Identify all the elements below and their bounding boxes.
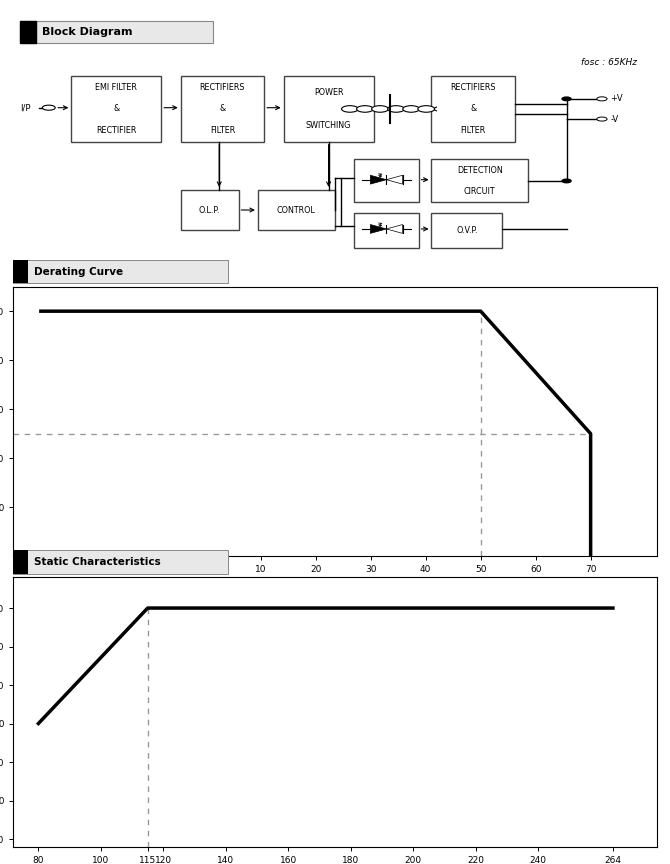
Text: fosc : 65KHz: fosc : 65KHz (582, 59, 637, 67)
Circle shape (42, 105, 55, 111)
Bar (431, 160, 528, 202)
Text: CIRCUIT: CIRCUIT (464, 187, 496, 196)
Text: (HORIZONTAL): (HORIZONTAL) (595, 588, 657, 597)
Circle shape (418, 105, 435, 112)
Bar (20, 21, 36, 43)
Circle shape (597, 97, 607, 101)
Bar (181, 76, 264, 142)
Text: FILTER: FILTER (461, 126, 486, 136)
Text: RECTIFIER: RECTIFIER (96, 126, 137, 136)
Circle shape (372, 105, 389, 112)
Polygon shape (371, 225, 387, 233)
Circle shape (356, 105, 373, 112)
Text: RECTIFIERS: RECTIFIERS (200, 83, 245, 92)
Text: +V: +V (610, 94, 623, 104)
Text: Static Characteristics: Static Characteristics (34, 557, 160, 567)
Text: O.L.P.: O.L.P. (199, 206, 220, 214)
Bar (71, 76, 161, 142)
Text: Block Diagram: Block Diagram (42, 27, 133, 37)
Bar (431, 213, 502, 248)
Text: &: & (113, 105, 119, 113)
Bar (258, 190, 335, 230)
Circle shape (342, 105, 358, 112)
Text: I/P: I/P (20, 103, 30, 112)
Bar (283, 76, 374, 142)
X-axis label: AMBIENT TEMPERATURE (°C): AMBIENT TEMPERATURE (°C) (251, 585, 419, 595)
Text: EMI FILTER: EMI FILTER (95, 83, 137, 92)
Bar (354, 213, 419, 248)
Text: SWITCHING: SWITCHING (306, 121, 351, 130)
Circle shape (562, 179, 571, 182)
Circle shape (597, 117, 607, 121)
Bar (20, 21, 213, 43)
Circle shape (562, 97, 571, 100)
Text: &: & (470, 105, 476, 113)
Text: O.V.P.: O.V.P. (456, 226, 478, 235)
Bar (354, 160, 419, 202)
Text: DETECTION: DETECTION (457, 166, 502, 175)
Polygon shape (387, 225, 403, 233)
Bar (181, 190, 239, 230)
Bar (431, 76, 515, 142)
Text: CONTROL: CONTROL (277, 206, 316, 214)
Text: &: & (219, 105, 226, 113)
Polygon shape (371, 175, 387, 184)
Text: POWER: POWER (314, 88, 343, 97)
Circle shape (388, 105, 405, 112)
Text: FILTER: FILTER (210, 126, 235, 136)
Circle shape (403, 105, 419, 112)
Text: -V: -V (610, 115, 618, 124)
Text: Derating Curve: Derating Curve (34, 267, 123, 276)
Text: RECTIFIERS: RECTIFIERS (450, 83, 496, 92)
Polygon shape (387, 175, 403, 184)
